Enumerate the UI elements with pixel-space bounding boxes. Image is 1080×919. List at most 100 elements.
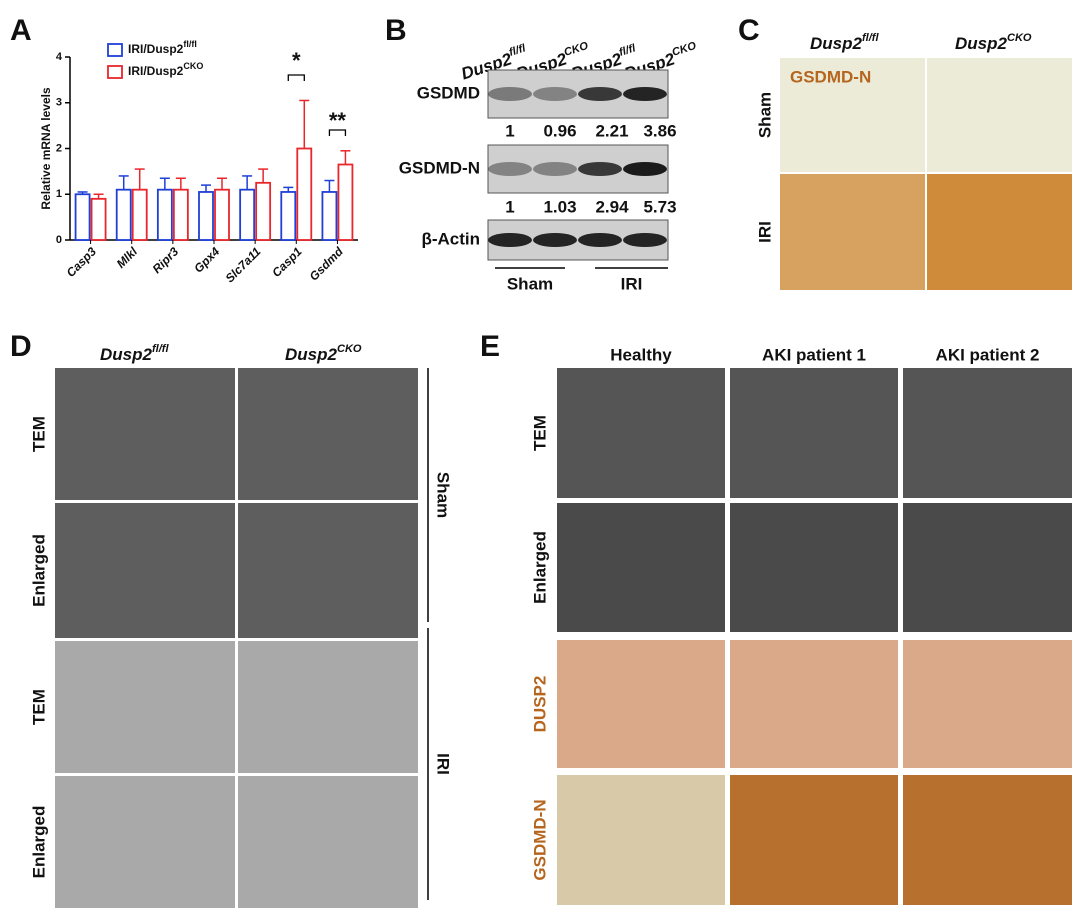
patient-image [903,640,1072,768]
quant-label: 0.96 [543,121,576,140]
y-tick-label: 3 [56,97,62,109]
row-label: TEM [29,416,48,452]
blot-band [533,233,577,247]
patient-image [903,775,1072,905]
genotype-base: Dusp2 [100,345,153,364]
legend-name: IRI/Dusp2 [128,64,184,78]
y-tick-label: 2 [56,142,62,154]
quant-label: 2.94 [595,197,629,216]
patient-image [557,775,725,905]
genotype-sup: CKO [1007,32,1032,44]
patient-image [730,640,898,768]
row-label: TEM [530,415,549,451]
row-label: Enlarged [29,806,48,879]
column-label: AKI patient 1 [762,345,866,364]
x-tick-label: Mlkl [114,244,141,271]
blot-band [533,87,577,101]
blot-band [578,233,622,247]
tem-image [238,641,418,773]
column-label: AKI patient 2 [936,345,1040,364]
genotype-sup: fl/fl [508,42,528,59]
y-tick-label: 1 [56,188,62,200]
bar [156,188,173,241]
ihc-image [927,174,1072,290]
legend-label: IRI/Dusp2CKO [128,61,203,78]
blot-band [578,87,622,101]
panel-letter: D [10,330,32,363]
quant-label: 2.21 [595,121,628,140]
quant-label: 1.03 [543,197,576,216]
patient-image [903,503,1072,632]
genotype-base: Dusp2 [955,34,1008,53]
stain-label: GSDMD-N [790,67,871,86]
bar [115,188,132,241]
bar [131,188,148,241]
bar [255,181,272,241]
bar [239,188,256,241]
group-label: IRI [621,274,643,293]
blot-band [488,233,532,247]
bar [296,147,313,241]
row-label: Sham [755,92,774,138]
blot-band [488,162,532,176]
bar [172,188,189,241]
blot-row-label: β-Actin [421,229,480,248]
group-label: Sham [507,274,553,293]
legend-name: IRI/Dusp2 [128,42,184,56]
blot-band [623,233,667,247]
y-tick-label: 4 [56,51,63,63]
blot-row-label: GSDMD [417,83,480,102]
tem-image [55,641,235,773]
x-tick-label: Gsdmd [307,244,347,284]
x-tick-label: Casp3 [64,244,100,280]
panel-letter: B [385,14,407,47]
quant-label: 1 [505,197,514,216]
quant-label: 3.86 [643,121,676,140]
bar [280,191,297,241]
sig-bracket [328,129,347,136]
blot-band [488,87,532,101]
tem-image [55,776,235,908]
genotype-sup: fl/fl [152,343,169,355]
genotype-base: Dusp2 [285,345,338,364]
x-tick-label: Slc7a11 [223,244,264,285]
sig-label: * [292,48,301,73]
genotype-sup: CKO [337,343,362,355]
row-label: DUSP2 [530,676,549,733]
row-label: Enlarged [530,531,549,604]
bar [214,188,230,241]
quant-label: 5.73 [643,197,676,216]
patient-image [903,368,1072,498]
legend-swatch [107,43,123,57]
legend-sup: CKO [183,61,203,71]
patient-image [730,503,898,632]
blot-band [578,162,622,176]
row-label: IRI [755,221,774,243]
legend-label: IRI/Dusp2fl/fl [128,39,197,56]
ihc-image [780,174,925,290]
genotype-label: Dusp2fl/fl [810,32,879,54]
genotype-label: Dusp2CKO [955,32,1032,54]
bar [90,197,107,241]
quant-label: 1 [505,121,514,140]
group-label: Sham [434,472,453,518]
y-axis-label: Relative mRNA levels [39,87,53,210]
blot-row-label: GSDMD-N [399,158,480,177]
bar [337,163,354,241]
blot-band [623,87,667,101]
legend-sup: fl/fl [183,39,197,49]
blot-band [623,162,667,176]
genotype-sup: fl/fl [862,32,879,44]
tem-image [238,776,418,908]
ihc-image [927,58,1072,172]
genotype-label: Dusp2fl/fl [100,343,169,365]
legend-swatch [107,65,123,79]
patient-image [557,503,725,632]
panel-letter: C [738,14,760,47]
patient-image [557,640,725,768]
bar [321,191,338,241]
x-tick-label: Casp1 [269,244,305,280]
x-tick-label: Gpx4 [191,244,222,275]
genotype-sup: CKO [563,40,590,59]
